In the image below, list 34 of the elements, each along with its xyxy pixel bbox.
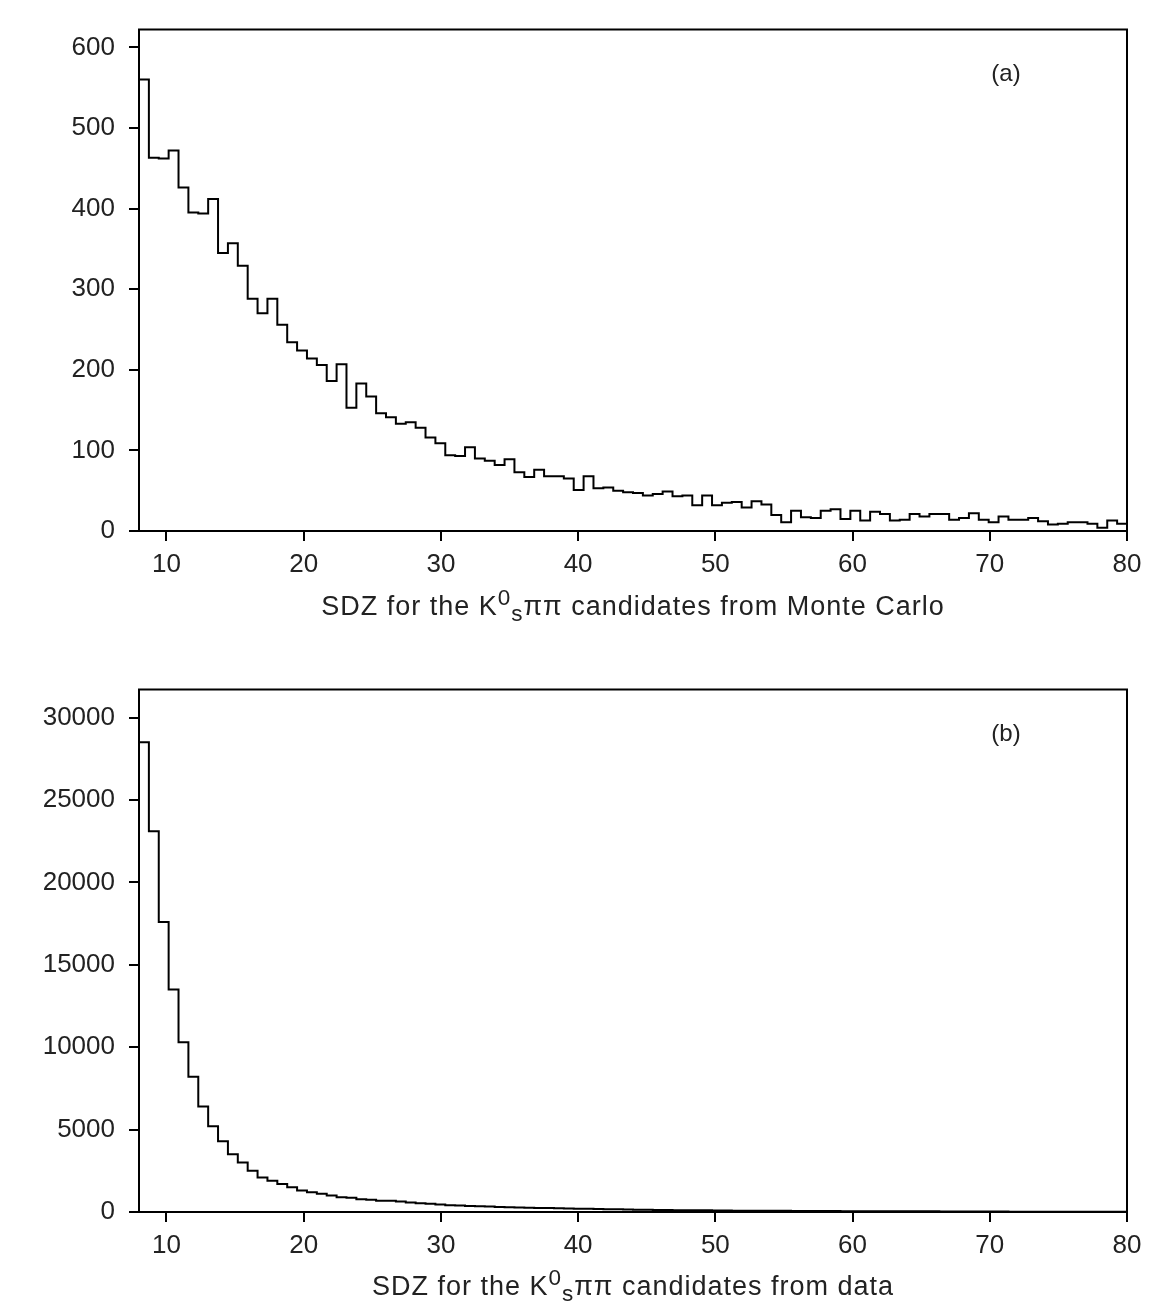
x-tick-label: 70: [975, 547, 1005, 578]
x-tick-label: 50: [700, 1228, 730, 1259]
annotation: (a): [991, 59, 1021, 87]
x-tick-label: 30: [426, 547, 456, 578]
y-tick-label: 30000: [42, 700, 115, 731]
x-tick-label: 80: [1112, 1228, 1142, 1259]
x-tick-label: 50: [700, 547, 730, 578]
y-tick-label: 200: [71, 352, 115, 383]
y-tick-label: 0: [100, 514, 115, 545]
x-tick-label: 20: [289, 547, 319, 578]
y-tick-label: 600: [71, 30, 115, 61]
y-tick-label: 15000: [42, 947, 115, 978]
x-tick-label: 80: [1112, 547, 1142, 578]
y-tick-label: 5000: [57, 1112, 115, 1143]
y-tick-label: 25000: [42, 783, 115, 814]
x-tick-label: 60: [838, 1228, 868, 1259]
x-tick-label: 40: [563, 547, 593, 578]
y-tick-label: 400: [71, 191, 115, 222]
y-tick-label: 500: [71, 111, 115, 142]
y-tick-label: 300: [71, 272, 115, 303]
y-tick-label: 20000: [42, 865, 115, 896]
x-tick-label: 20: [289, 1228, 319, 1259]
x-axis-title: SDZ for the K$^{0}$$_{s}$ππ candidates from data: [370, 1265, 896, 1308]
y-tick-label: 100: [71, 433, 115, 464]
x-tick-label: 30: [426, 1228, 456, 1259]
y-tick-label: 0: [100, 1195, 115, 1226]
x-tick-label: 60: [838, 547, 868, 578]
x-tick-label: 40: [563, 1228, 593, 1259]
x-axis-title: SDZ for the K$^{0}$$_{s}$ππ candidates from Monte Carlo: [320, 585, 946, 628]
x-tick-label: 10: [151, 1228, 181, 1259]
x-tick-label: 10: [151, 547, 181, 578]
x-tick-label: 70: [975, 1228, 1005, 1259]
annotation: (b): [991, 719, 1021, 747]
y-tick-label: 10000: [42, 1030, 115, 1061]
